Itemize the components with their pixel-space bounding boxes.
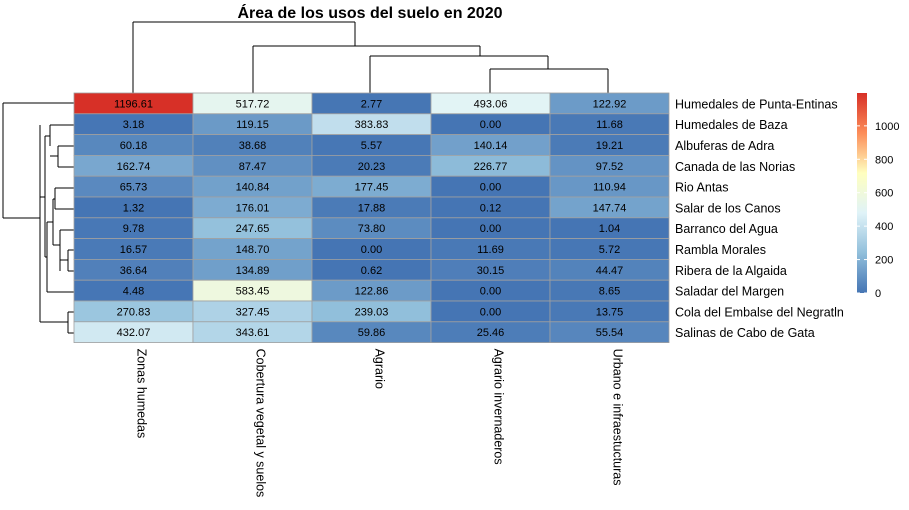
cell-value-label: 148.70 [236,244,270,256]
cell-value-label: 0.00 [480,306,501,318]
cell-value-label: 60.18 [120,140,148,152]
column-labels: Zonas humedas Cobertura vegetal y suelos A… [135,349,625,498]
cell-value-label: 30.15 [477,265,505,277]
row-label: Salinas de Cabo de Gata [675,326,815,340]
cell-value-label: 226.77 [474,161,508,173]
cell-value-label: 343.61 [236,327,270,339]
cell-value-label: 73.80 [358,223,386,235]
column-label: Urbano e infraestucturas [611,349,625,486]
cell-value-label: 327.45 [236,306,270,318]
cell-value-label: 65.73 [120,182,148,194]
row-label: Saladar del Margen [675,285,784,299]
cell-value-label: 17.88 [358,202,386,214]
column-label: Agrario invernaderos [492,349,506,465]
column-label: Zonas humedas [135,349,149,439]
cell-value-label: 2.77 [361,98,382,110]
row-label: Salar de los Canos [675,201,781,215]
cell-value-label: 176.01 [236,202,270,214]
cell-value-label: 517.72 [236,98,270,110]
cell-value-label: 0.00 [361,244,382,256]
cell-value-label: 134.89 [236,265,270,277]
cell-value-label: 239.03 [355,306,389,318]
row-labels: Humedales de Punta-Entinas Humedales de B… [675,97,844,340]
cell-value-label: 3.18 [123,119,144,131]
cell-value-label: 110.94 [593,182,626,194]
cell-value-label: 9.78 [123,223,144,235]
legend-tick-label: 800 [875,154,893,166]
cell-value-label: 44.47 [596,265,624,277]
cell-value-label: 5.72 [599,244,620,256]
row-label: Humedales de Punta-Entinas [675,97,838,111]
legend-tick-label: 200 [875,255,893,267]
row-label: Canada de las Norias [675,160,795,174]
heatmap-cell [549,321,670,343]
legend-tick-label: 0 [875,288,881,300]
cell-value-label: 0.00 [480,286,501,298]
cell-value-label: 20.23 [358,161,386,173]
legend-tick-label: 1000 [875,121,899,133]
cell-value-label: 383.83 [355,119,389,131]
cell-value-label: 140.14 [474,140,508,152]
cell-value-label: 122.92 [593,98,627,110]
column-label: Cobertura vegetal y suelos [254,349,268,498]
cell-value-label: 13.75 [596,306,624,318]
row-label: Rambla Morales [675,243,766,257]
color-legend: 0 200 400 600 800 1000 [857,93,899,300]
cell-value-label: 87.47 [239,161,267,173]
cell-value-label: 162.74 [117,161,151,173]
legend-color-bar [857,93,867,293]
cell-value-label: 1.04 [599,223,620,235]
cell-value-label: 97.52 [596,161,624,173]
cell-value-label: 19.21 [596,140,624,152]
cell-value-label: 270.83 [117,306,151,318]
cell-value-label: 36.64 [120,265,148,277]
cell-value-label: 1196.61 [114,98,153,110]
row-label: Rio Antas [675,181,729,195]
cell-value-label: 4.48 [123,286,144,298]
cell-value-label: 432.07 [117,327,151,339]
cell-value-label: 11.69 [477,244,504,256]
cell-value-label: 122.86 [355,286,389,298]
row-label: Albuferas de Adra [675,139,774,153]
cell-value-label: 0.00 [480,182,501,194]
row-label: Ribera de la Algaida [675,264,787,278]
cell-value-label: 59.86 [358,327,386,339]
cell-value-label: 1.32 [123,202,144,214]
legend-tick-label: 600 [875,188,893,200]
cell-value-label: 11.68 [596,119,623,131]
cell-value-label: 493.06 [474,98,508,110]
row-label: Humedales de Baza [675,118,788,132]
row-label: Cola del Embalse del Negratln [675,305,844,319]
cell-value-label: 0.00 [480,119,501,131]
cell-value-label: 177.45 [355,182,389,194]
cell-value-label: 5.57 [361,140,382,152]
cell-value-label: 0.00 [480,223,501,235]
cell-value-label: 119.15 [236,119,269,131]
cell-value-label: 55.54 [596,327,624,339]
cell-value-label: 16.57 [120,244,148,256]
cell-value-label: 0.12 [480,202,501,214]
column-label: Agrario [373,349,387,389]
cell-value-label: 38.68 [239,140,267,152]
cell-value-label: 583.45 [236,286,270,298]
cell-value-label: 247.65 [236,223,270,235]
heatmap-cells: 1196.61 517.72 2.77 493.06 122.92 3.18 119.15 3… [73,92,670,343]
cell-value-label: 0.62 [361,265,382,277]
column-dendrogram [132,21,609,93]
row-label: Barranco del Agua [675,222,778,236]
cell-value-label: 140.84 [236,182,270,194]
legend-tick-label: 400 [875,221,893,233]
chart-title: Área de los usos del suelo en 2020 [238,3,503,22]
cell-value-label: 8.65 [599,286,620,298]
cell-value-label: 147.74 [593,202,627,214]
cell-value-label: 25.46 [477,327,505,339]
row-dendrogram [2,102,74,334]
